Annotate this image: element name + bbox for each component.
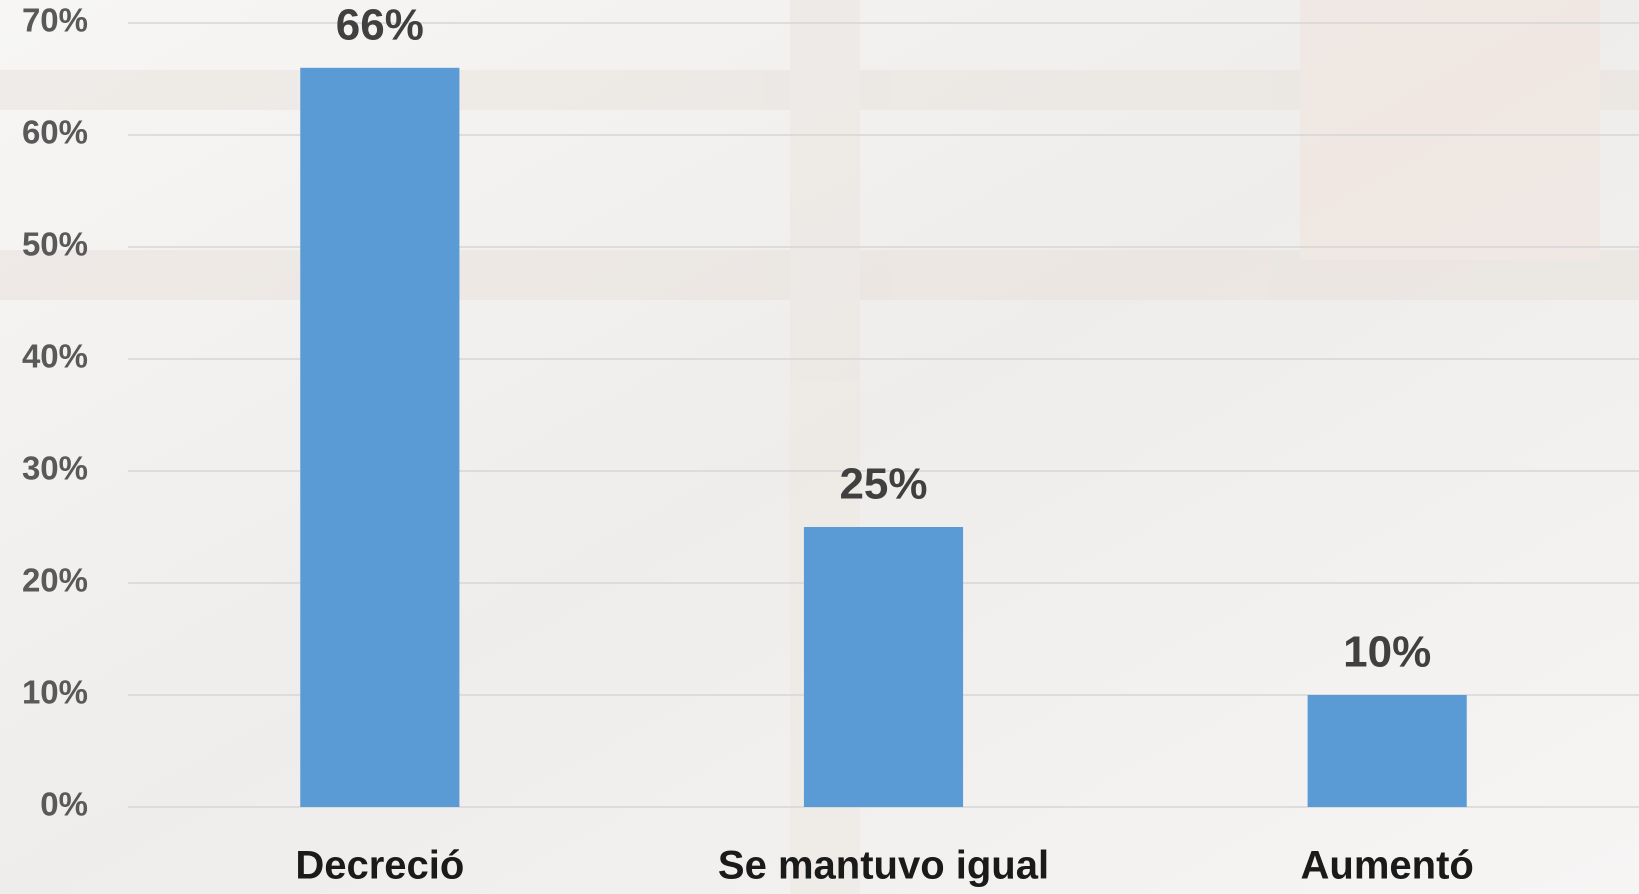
value-label: 10% bbox=[1343, 628, 1431, 677]
y-tick-label: 0% bbox=[40, 786, 88, 823]
bar bbox=[1308, 695, 1467, 807]
y-tick-label: 20% bbox=[22, 562, 88, 599]
x-tick-label: Se mantuvo igual bbox=[718, 844, 1049, 888]
bar bbox=[804, 527, 963, 807]
y-tick-label: 30% bbox=[22, 450, 88, 487]
y-tick-label: 60% bbox=[22, 114, 88, 151]
value-label: 66% bbox=[336, 0, 424, 49]
y-tick-label: 50% bbox=[22, 226, 88, 263]
y-tick-label: 40% bbox=[22, 338, 88, 375]
y-tick-label: 10% bbox=[22, 674, 88, 711]
x-tick-label: Decreció bbox=[295, 844, 464, 888]
bar bbox=[300, 68, 459, 807]
value-label: 25% bbox=[839, 460, 927, 509]
chart: 0% 10% 20% 30% 40% 50% 60% 70% Decreció 66% Se man… bbox=[0, 0, 1639, 894]
x-tick-label: Aumentó bbox=[1301, 844, 1474, 888]
y-tick-label: 70% bbox=[22, 2, 88, 39]
